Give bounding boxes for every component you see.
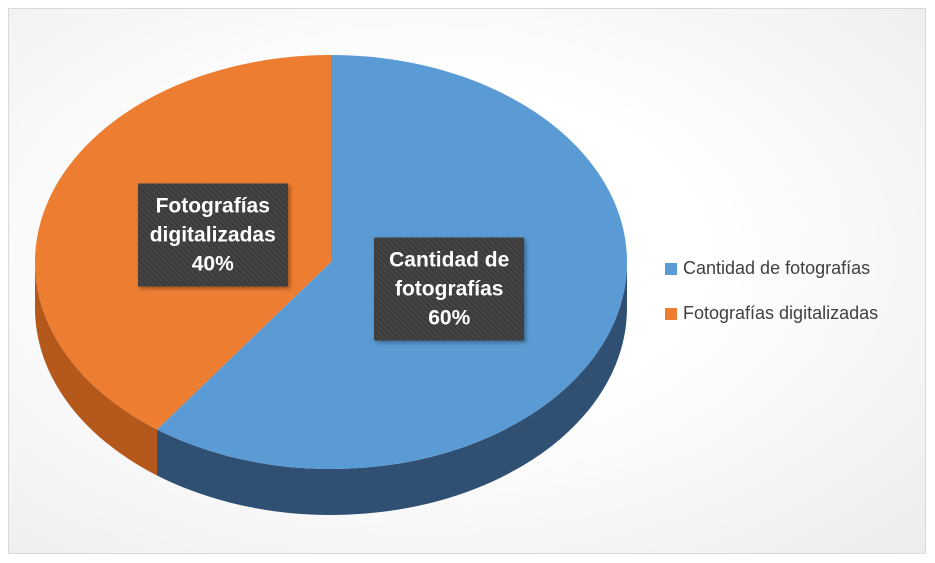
label-text: Fotografías digitalizadas	[683, 303, 879, 323]
label-text: Fotografías digitalizadas	[149, 194, 276, 247]
label-text: 60%	[428, 306, 471, 330]
legend-swatch	[665, 263, 677, 275]
slice-side	[34, 262, 158, 476]
label-text: Cantidad de fotografías	[389, 248, 510, 301]
legend-swatch	[665, 308, 677, 320]
slice-side	[157, 262, 627, 515]
label-text: Cantidad de fotografías	[683, 258, 871, 278]
label-text: 40%	[191, 252, 234, 276]
legend-item: Fotografías digitalizadas	[665, 301, 878, 325]
data-label: Cantidad de fotografías 60%	[374, 237, 525, 341]
data-label: Fotografías digitalizadas 40%	[137, 183, 288, 287]
legend-item: Cantidad de fotografías	[665, 256, 870, 280]
